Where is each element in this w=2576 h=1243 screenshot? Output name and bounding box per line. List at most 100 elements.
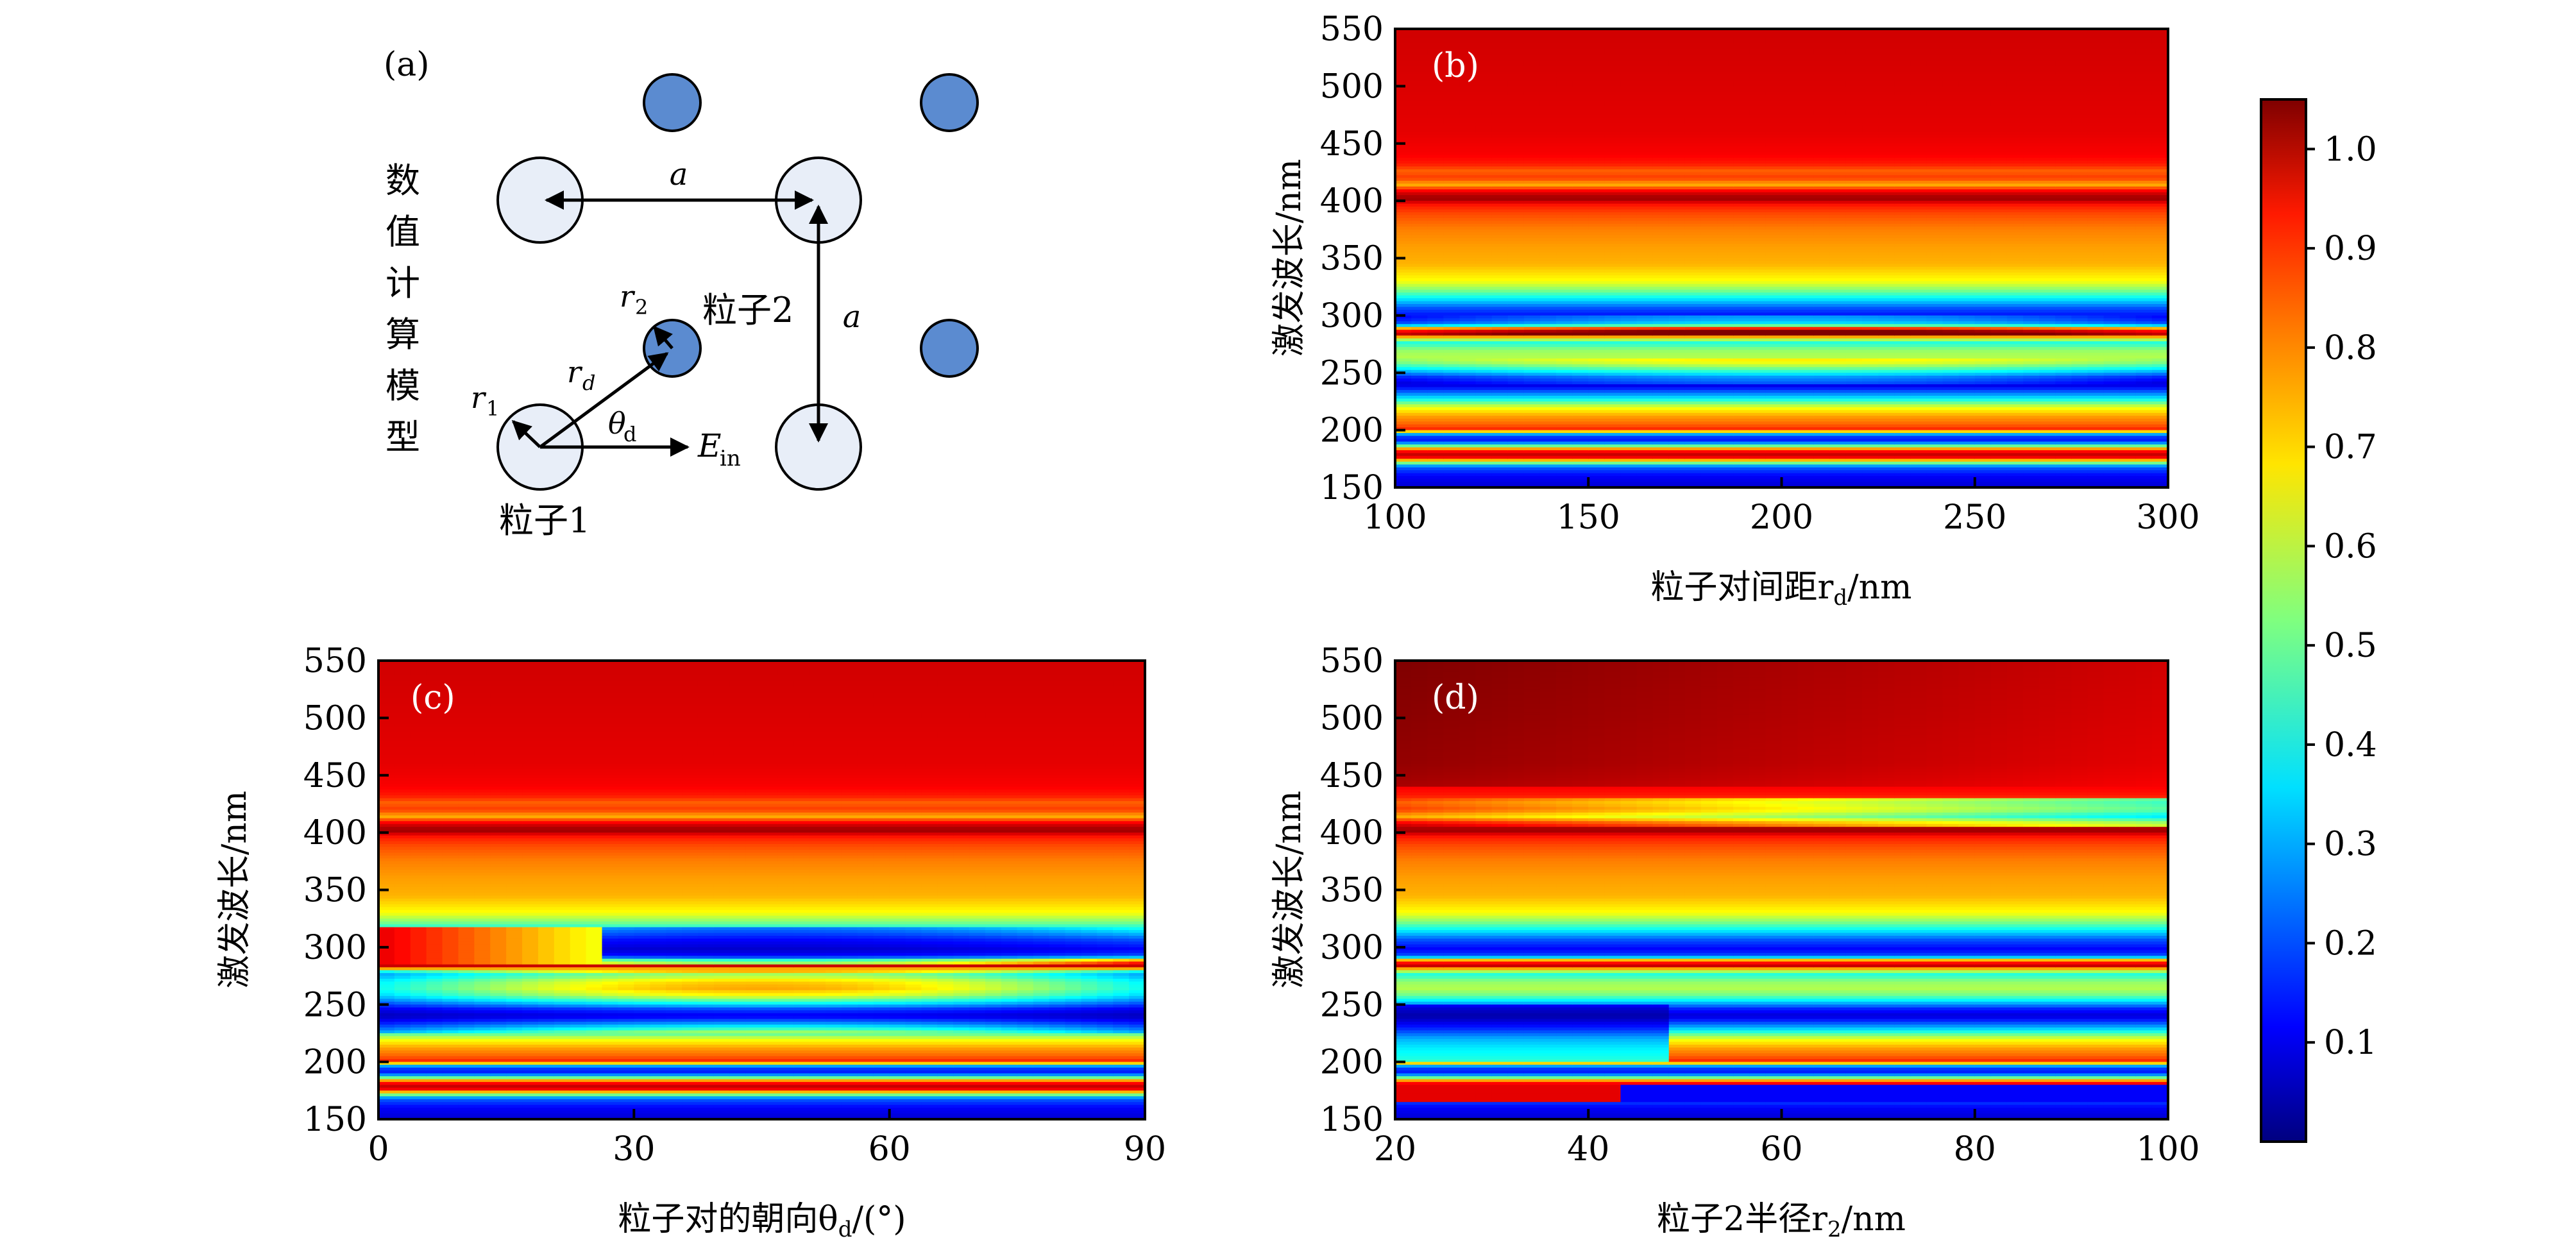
heatmap-cell — [1636, 455, 1654, 460]
heatmap-cell — [1620, 60, 1638, 64]
heatmap-cell — [1427, 152, 1445, 156]
heatmap-cell — [1459, 143, 1477, 148]
heatmap-cell — [1475, 283, 1493, 287]
heatmap-cell — [1588, 51, 1606, 56]
heatmap-cell — [1829, 244, 1847, 248]
heatmap-cell — [1829, 131, 1847, 136]
heatmap-cell — [1652, 264, 1670, 267]
heatmap-cell — [1878, 221, 1895, 224]
heatmap-cell — [1717, 447, 1734, 451]
heatmap-cell — [1443, 309, 1461, 314]
heatmap-cell — [1765, 461, 1783, 466]
heatmap-cell — [1781, 229, 1799, 233]
heatmap-cell — [1539, 367, 1557, 371]
heatmap-cell — [1475, 404, 1493, 408]
heatmap-cell — [1475, 215, 1493, 219]
heatmap-cell — [1491, 344, 1509, 348]
heatmap-cell — [1878, 427, 1895, 431]
heatmap-cell — [1733, 238, 1750, 242]
heatmap-cell — [1475, 304, 1493, 308]
heatmap-cell — [1475, 307, 1493, 310]
heatmap-cell — [1411, 421, 1428, 425]
heatmap-cell — [1813, 476, 1831, 480]
heatmap-cell — [1749, 80, 1767, 84]
heatmap-cell — [1572, 89, 1589, 93]
heatmap-cell — [1862, 217, 1879, 222]
heatmap-cell — [1829, 31, 1847, 35]
heatmap-cell — [1539, 37, 1557, 41]
heatmap-cell — [1749, 269, 1767, 273]
heatmap-cell — [1700, 186, 1718, 190]
heatmap-cell — [1781, 129, 1799, 133]
heatmap-cell — [1765, 72, 1783, 76]
heatmap-cell — [1700, 347, 1718, 351]
heatmap-cell — [1829, 260, 1847, 265]
heatmap-cell — [1507, 221, 1525, 224]
heatmap-cell — [1668, 266, 1686, 271]
heatmap-cell — [1475, 94, 1493, 99]
heatmap-cell — [1717, 235, 1734, 239]
heatmap-cell — [1733, 46, 1750, 50]
heatmap-cell — [1652, 424, 1670, 428]
heatmap-cell — [1684, 478, 1702, 482]
heatmap-cell — [1781, 135, 1799, 139]
heatmap-cell — [1507, 387, 1525, 391]
heatmap-cell — [1411, 164, 1428, 167]
heatmap-cell — [1717, 126, 1734, 130]
side-title-char: 型 — [386, 417, 420, 457]
heatmap-cell — [1700, 407, 1718, 411]
heatmap-cell — [1829, 121, 1847, 124]
heatmap-cell — [1395, 172, 1412, 176]
heatmap-cell — [1395, 470, 1412, 474]
heatmap-cell — [1878, 63, 1895, 67]
heatmap-cell — [1459, 121, 1477, 124]
heatmap-cell — [1829, 143, 1847, 148]
heatmap-cell — [1572, 183, 1589, 187]
heatmap-cell — [1588, 169, 1606, 173]
heatmap-cell — [1797, 464, 1815, 468]
heatmap-cell — [1411, 358, 1428, 362]
heatmap-cell — [1443, 269, 1461, 273]
heatmap-cell — [1749, 387, 1767, 391]
heatmap-cell — [1427, 166, 1445, 170]
heatmap-cell — [1427, 324, 1445, 328]
heatmap-cell — [1684, 381, 1702, 385]
heatmap-cell — [1829, 373, 1847, 376]
heatmap-cell — [1507, 192, 1525, 196]
heatmap-cell — [1523, 198, 1541, 201]
heatmap-cell — [1604, 55, 1622, 58]
heatmap-cell — [1813, 478, 1831, 482]
heatmap-cell — [1668, 315, 1686, 319]
heatmap-cell — [1668, 140, 1686, 144]
heatmap-cell — [1556, 97, 1573, 101]
heatmap-cell — [1781, 158, 1799, 162]
heatmap-cell — [1475, 131, 1493, 136]
heatmap-cell — [1411, 307, 1428, 310]
heatmap-cell — [1491, 149, 1509, 153]
heatmap-cell — [1781, 34, 1799, 38]
heatmap-cell — [1523, 283, 1541, 287]
heatmap-cell — [1733, 195, 1750, 199]
heatmap-cell — [1539, 347, 1557, 351]
heatmap-cell — [1411, 49, 1428, 53]
heatmap-cell — [1459, 278, 1477, 282]
heatmap-cell — [1717, 149, 1734, 153]
heatmap-cell — [1668, 335, 1686, 339]
heatmap-cell — [1652, 401, 1670, 405]
heatmap-cell — [1700, 229, 1718, 233]
heatmap-cell — [1797, 289, 1815, 293]
heatmap-cell — [1588, 435, 1606, 439]
heatmap-cell — [1588, 378, 1606, 382]
heatmap-cell — [1668, 232, 1686, 236]
heatmap-cell — [1620, 347, 1638, 351]
heatmap-cell — [1491, 461, 1509, 466]
heatmap-cell — [1862, 174, 1879, 179]
heatmap-cell — [1556, 439, 1573, 443]
heatmap-cell — [1797, 344, 1815, 348]
heatmap-cell — [1684, 209, 1702, 213]
heatmap-cell — [1620, 326, 1638, 331]
heatmap-cell — [1395, 367, 1412, 371]
heatmap-cell — [1813, 260, 1831, 265]
heatmap-cell — [1845, 143, 1863, 148]
heatmap-cell — [1878, 178, 1895, 182]
